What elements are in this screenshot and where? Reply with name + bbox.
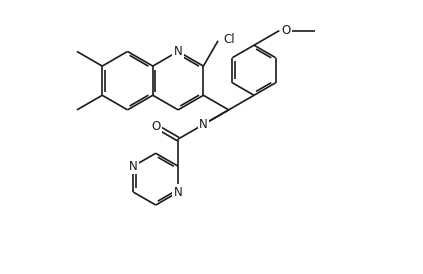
Text: N: N: [199, 118, 208, 131]
Text: N: N: [129, 160, 137, 173]
Text: N: N: [174, 45, 182, 58]
Text: Cl: Cl: [223, 33, 235, 46]
Text: N: N: [174, 185, 182, 199]
Text: O: O: [281, 24, 291, 37]
Text: O: O: [151, 120, 161, 133]
